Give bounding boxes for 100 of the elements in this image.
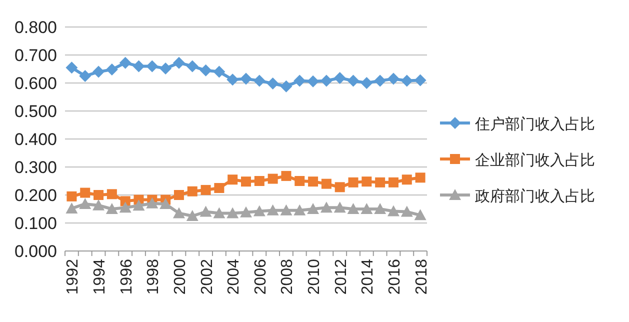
point xyxy=(146,197,158,208)
point xyxy=(66,191,77,202)
point xyxy=(307,203,320,214)
point xyxy=(92,66,105,78)
x-tick-label: 2016 xyxy=(386,258,404,295)
point xyxy=(334,182,345,192)
x-tick-label: 2002 xyxy=(198,258,216,295)
point xyxy=(253,74,266,87)
point xyxy=(334,202,346,213)
point xyxy=(402,174,412,185)
legend-label: 企业部门收入占比 xyxy=(475,152,595,169)
x-tick-label: 1996 xyxy=(118,258,136,295)
point xyxy=(294,204,306,216)
point xyxy=(200,206,212,217)
point xyxy=(228,174,238,185)
point xyxy=(400,74,413,87)
point xyxy=(321,178,332,189)
point xyxy=(374,203,386,214)
point xyxy=(214,183,224,193)
point xyxy=(268,174,278,184)
point xyxy=(66,202,78,214)
point xyxy=(294,74,306,87)
y-tick-label: 0.400 xyxy=(14,130,57,149)
y-tick-label: 0.100 xyxy=(14,214,57,233)
point xyxy=(92,199,105,210)
point xyxy=(187,186,198,196)
point xyxy=(347,74,360,87)
point xyxy=(362,176,372,187)
y-tick-label: 0.500 xyxy=(14,102,57,121)
point xyxy=(308,176,318,187)
point xyxy=(200,184,211,195)
point xyxy=(172,56,185,69)
point xyxy=(200,64,212,76)
x-tick-label: 1998 xyxy=(145,258,162,295)
point xyxy=(106,189,117,200)
point xyxy=(280,80,292,92)
point xyxy=(266,204,279,216)
point xyxy=(119,56,132,69)
point xyxy=(388,177,398,188)
point xyxy=(119,202,132,213)
point xyxy=(186,210,198,221)
point xyxy=(253,205,266,216)
point xyxy=(240,72,252,85)
point xyxy=(186,60,198,72)
y-tick-label: 0.800 xyxy=(14,18,57,37)
x-tick-label: 2004 xyxy=(226,258,243,295)
point xyxy=(240,206,252,218)
point xyxy=(254,176,264,186)
x-tick-label: 2000 xyxy=(172,258,189,295)
point xyxy=(226,74,239,86)
point xyxy=(307,75,320,88)
x-tick-label: 2010 xyxy=(306,258,324,295)
x-tick-label: 2012 xyxy=(332,258,350,295)
point xyxy=(348,177,358,188)
point xyxy=(66,62,78,74)
x-tick-label: 1992 xyxy=(64,258,82,295)
point xyxy=(79,198,92,209)
x-tick-label: 2008 xyxy=(279,258,296,295)
point xyxy=(375,177,386,188)
point xyxy=(415,172,426,183)
point xyxy=(79,70,92,82)
x-tick-label: 1994 xyxy=(92,258,109,295)
y-tick-label: 0.200 xyxy=(14,186,57,205)
point xyxy=(294,176,305,186)
point xyxy=(320,74,332,87)
point xyxy=(320,202,332,213)
y-tick-label: 0.700 xyxy=(14,46,57,65)
x-tick-label: 2018 xyxy=(413,258,430,295)
point xyxy=(146,60,158,72)
point xyxy=(213,66,226,78)
legend-label: 住户部门收入占比 xyxy=(474,116,595,133)
point xyxy=(281,170,292,181)
point xyxy=(387,72,400,85)
point xyxy=(266,78,279,90)
point xyxy=(213,207,226,218)
y-tick-label: 0.300 xyxy=(14,158,57,177)
point xyxy=(347,203,360,214)
point xyxy=(160,62,172,74)
y-tick-label: 0.600 xyxy=(14,74,57,93)
point xyxy=(94,190,104,200)
point xyxy=(106,64,118,76)
point xyxy=(172,207,185,218)
point xyxy=(241,176,251,187)
point xyxy=(387,205,400,216)
point xyxy=(226,207,239,218)
point xyxy=(414,209,426,220)
point xyxy=(360,203,373,214)
point xyxy=(334,72,346,84)
point xyxy=(360,77,373,89)
legend-label: 政府部门收入占比 xyxy=(475,188,595,205)
x-tick-label: 2014 xyxy=(360,258,377,295)
y-tick-label: 0.000 xyxy=(14,242,57,261)
point xyxy=(80,188,90,198)
point xyxy=(106,203,118,214)
point xyxy=(174,190,184,200)
point xyxy=(132,200,145,211)
point xyxy=(414,74,426,86)
point xyxy=(374,74,386,87)
point xyxy=(280,204,292,216)
x-tick-label: 2006 xyxy=(252,258,270,295)
